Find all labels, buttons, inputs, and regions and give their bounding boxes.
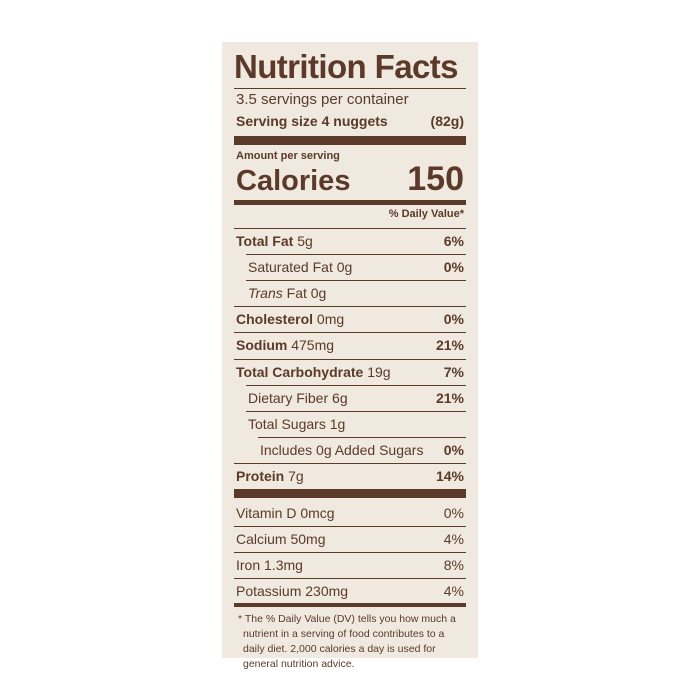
vitamin-name: Calcium	[236, 531, 287, 547]
nutrient-row: Saturated Fat 0g 0%	[236, 254, 464, 280]
nutrient-name: Sodium	[236, 337, 288, 354]
nutrient-name: Protein	[236, 467, 285, 484]
nutrient-row: Sodium 475mg 21%	[236, 332, 464, 358]
vitamin-dv: 0%	[443, 505, 464, 521]
nutrient-dv: 0%	[443, 311, 464, 328]
nutrient-label: Trans Fat 0g	[236, 285, 326, 301]
nutrient-row: Cholesterol 0mg 0%	[236, 306, 464, 332]
nutrient-row: Total Sugars 1g	[236, 411, 464, 437]
calories-value: 150	[407, 160, 464, 198]
nutrient-row: Protein 7g 14%	[236, 463, 464, 489]
vitamin-row: Potassium 230mg 4%	[236, 578, 464, 604]
nutrient-name-italic: Trans	[248, 285, 283, 302]
vitamin-amount: 0mcg	[300, 505, 335, 521]
vitamin-amount: 50mg	[290, 531, 326, 547]
nutrient-amount: 475mg	[291, 337, 335, 354]
servings: 3.5 servings per container	[236, 91, 409, 108]
vitamin-dv: 8%	[443, 557, 464, 573]
nutrient-label: Total Carbohydrate 19g	[236, 364, 391, 380]
vitamin-row: Iron 1.3mg 8%	[236, 552, 464, 578]
amount-per-serving: Amount per serving	[236, 150, 340, 162]
nutrient-dv: 0%	[443, 259, 464, 276]
separator	[234, 552, 466, 553]
medium-rule	[234, 200, 466, 205]
vitamin-amount: 1.3mg	[264, 557, 303, 573]
nutrient-label: Total Fat 5g	[236, 233, 313, 249]
nutrient-amount: 0mg	[316, 311, 345, 328]
separator	[234, 306, 466, 308]
vitamin-row: Vitamin D 0mcg 0%	[236, 500, 464, 526]
nutrient-dv: 21%	[435, 389, 464, 406]
daily-value-header: % Daily Value*	[388, 208, 464, 220]
calories-label: Calories	[236, 165, 351, 197]
separator	[246, 280, 466, 282]
nutrient-amount: 6g	[332, 389, 348, 406]
vitamin-row: Calcium 50mg 4%	[236, 526, 464, 552]
nutrient-amount: 0g	[310, 285, 327, 302]
nutrient-row: Dietary Fiber 6g 21%	[236, 385, 464, 411]
nutrient-name: Total Fat	[236, 233, 294, 249]
nutrient-name: Includes 0g Added Sugars	[260, 441, 424, 458]
serving-size: Serving size 4 nuggets	[236, 113, 388, 129]
separator	[234, 228, 466, 229]
separator	[234, 526, 466, 527]
nutrient-name: Total Sugars	[248, 415, 326, 432]
vitamin-dv: 4%	[443, 583, 464, 599]
nutrient-name: Fat	[286, 285, 307, 302]
rule	[234, 88, 466, 89]
separator	[258, 436, 466, 438]
nutrient-dv: 6%	[443, 233, 464, 249]
medium-rule	[234, 603, 466, 607]
nutrient-amount: 1g	[329, 415, 346, 432]
nutrient-amount: 5g	[297, 233, 313, 249]
footnote: * The % Daily Value (DV) tells you how m…	[238, 613, 456, 670]
separator	[234, 332, 466, 334]
nutrient-label: Protein 7g	[236, 468, 304, 484]
vitamin-amount: 230mg	[305, 583, 349, 599]
separator	[246, 384, 466, 386]
title: Nutrition Facts	[234, 48, 458, 85]
serving-weight: (82g)	[430, 113, 464, 129]
nutrient-name: Saturated Fat	[248, 259, 333, 276]
nutrient-row: Includes 0g Added Sugars 0%	[236, 437, 464, 463]
nutrient-label: Total Sugars 1g	[236, 416, 345, 432]
separator	[234, 578, 466, 579]
nutrient-name: Cholesterol	[236, 311, 314, 328]
nutrient-label: Dietary Fiber 6g	[236, 390, 348, 406]
nutrient-row: Total Carbohydrate 19g 7%	[236, 359, 464, 385]
nutrient-dv: 14%	[435, 467, 464, 484]
nutrient-dv: 7%	[443, 363, 464, 380]
separator	[234, 462, 466, 464]
vitamin-name: Potassium	[236, 583, 302, 599]
nutrient-amount: 0g	[336, 259, 353, 276]
nutrient-label: Includes 0g Added Sugars	[236, 442, 423, 458]
separator	[246, 254, 466, 256]
separator	[234, 358, 466, 360]
nutrient-row: Total Fat 5g 6%	[236, 228, 464, 254]
nutrient-name: Total Carbohydrate	[236, 363, 364, 380]
thick-rule	[234, 136, 466, 145]
separator	[246, 410, 466, 412]
nutrient-row: Trans Fat 0g	[236, 280, 464, 306]
thick-rule	[234, 489, 466, 498]
vitamin-name: Iron	[236, 557, 261, 573]
nutrient-label: Cholesterol 0mg	[236, 311, 344, 327]
nutrient-amount: 7g	[288, 467, 304, 484]
nutrient-amount: 19g	[367, 363, 391, 380]
vitamin-name: Vitamin D	[236, 505, 297, 521]
nutrient-label: Sodium 475mg	[236, 337, 334, 353]
nutrient-label: Saturated Fat 0g	[236, 259, 352, 275]
nutrient-name: Dietary Fiber	[248, 389, 329, 406]
nutrient-dv: 21%	[435, 337, 464, 354]
vitamin-dv: 4%	[443, 531, 464, 547]
nutrient-dv: 0%	[443, 441, 464, 458]
